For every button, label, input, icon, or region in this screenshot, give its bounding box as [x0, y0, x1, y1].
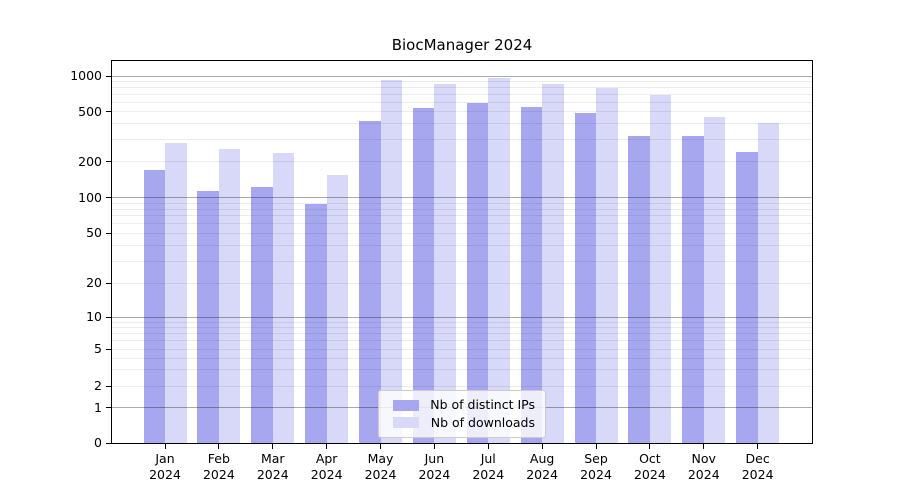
- legend-swatch-downloads: [393, 417, 419, 429]
- bar-downloads-feb: [218, 149, 241, 443]
- bar-downloads-aug: [542, 83, 564, 443]
- x-tick-mark: [649, 444, 651, 449]
- y-tick-mark: [106, 111, 111, 113]
- bar-downloads-jul: [488, 77, 510, 443]
- y-tick-mark: [106, 316, 111, 318]
- bar-distinct-ips-sep: [574, 112, 596, 443]
- y-tick-mark: [106, 385, 111, 387]
- legend-item-downloads: Nb of downloads: [393, 414, 535, 430]
- y-tick-label: 5: [94, 341, 102, 357]
- bar-distinct-ips-feb: [197, 190, 219, 443]
- y-tick-mark: [106, 232, 111, 234]
- legend-label-downloads: Nb of downloads: [430, 414, 535, 430]
- plot-area: Nb of distinct IPs Nb of downloads 0 1 2 5 1…: [70, 60, 813, 482]
- x-tick-mark: [326, 444, 328, 449]
- bar-distinct-ips-jun: [412, 107, 435, 443]
- bar-downloads-sep: [596, 88, 618, 443]
- x-tick-mark: [541, 444, 543, 449]
- y-tick-label: 0: [94, 435, 102, 450]
- x-tick-mark: [703, 444, 705, 449]
- x-tick-mark: [487, 444, 489, 449]
- legend-label-distinct-ips: Nb of distinct IPs: [430, 397, 535, 412]
- x-tick-label: Oct 2024: [633, 451, 666, 482]
- x-tick-label: May 2024: [364, 451, 397, 482]
- bar-downloads-mar: [272, 153, 295, 443]
- bar-distinct-ips-jul: [466, 103, 489, 443]
- y-tick-label: 100: [78, 189, 102, 205]
- y-tick-label: 200: [78, 153, 102, 169]
- x-tick-label: Apr 2024: [310, 451, 343, 482]
- y-tick-mark: [106, 75, 111, 77]
- y-tick-label: 10: [86, 309, 102, 325]
- bar-downloads-oct: [649, 94, 672, 443]
- bar-downloads-dec: [757, 123, 780, 443]
- y-tick-mark: [106, 407, 111, 409]
- bar-distinct-ips-oct: [628, 136, 650, 443]
- x-tick-label: Jul 2024: [472, 451, 505, 482]
- bar-distinct-ips-nov: [682, 136, 704, 443]
- y-tick-label: 1: [94, 399, 102, 415]
- y-tick-label: 20: [86, 275, 102, 291]
- x-tick-label: Feb 2024: [202, 451, 235, 482]
- y-tick-label: 500: [78, 103, 102, 119]
- bar-distinct-ips-dec: [736, 151, 758, 443]
- bar-downloads-apr: [326, 174, 349, 443]
- x-tick-mark: [757, 444, 759, 449]
- x-tick-mark: [380, 444, 381, 449]
- y-tick-mark: [106, 161, 111, 163]
- legend-swatch-distinct-ips: [393, 399, 419, 411]
- y-tick-mark: [106, 282, 111, 284]
- x-tick-label: Dec 2024: [741, 451, 774, 482]
- x-tick-mark: [164, 444, 166, 449]
- x-tick-label: Nov 2024: [687, 451, 720, 482]
- x-tick-label: Jun 2024: [418, 451, 451, 482]
- x-tick-label: Aug 2024: [526, 451, 559, 482]
- legend: Nb of distinct IPs Nb of downloads: [378, 390, 546, 438]
- x-tick-label: Sep 2024: [580, 451, 612, 482]
- x-tick-mark: [595, 444, 597, 449]
- y-tick-label: 50: [86, 225, 102, 241]
- legend-item-distinct-ips: Nb of distinct IPs: [393, 397, 535, 412]
- x-tick-mark: [433, 444, 435, 449]
- bar-distinct-ips-aug: [520, 106, 543, 443]
- bar-downloads-nov: [703, 117, 726, 443]
- bars-layer: [112, 61, 812, 443]
- bar-distinct-ips-jan: [143, 170, 165, 443]
- bar-downloads-may: [380, 80, 402, 443]
- bar-distinct-ips-mar: [251, 187, 273, 443]
- x-tick-label: Jan 2024: [149, 451, 181, 482]
- x-tick-mark: [218, 444, 220, 449]
- bar-distinct-ips-may: [359, 121, 381, 443]
- y-tick-mark: [106, 197, 111, 199]
- y-tick-label: 2: [94, 378, 102, 393]
- x-tick-mark: [272, 444, 274, 449]
- x-tick-label: Mar 2024: [256, 451, 289, 482]
- chart-title: BiocManager 2024: [391, 36, 533, 54]
- y-tick-mark: [106, 442, 111, 444]
- y-tick-mark: [106, 348, 111, 350]
- bar-downloads-jun: [434, 83, 456, 443]
- y-tick-label: 1000: [70, 68, 102, 83]
- bar-distinct-ips-apr: [305, 204, 327, 443]
- bar-downloads-jan: [165, 143, 187, 443]
